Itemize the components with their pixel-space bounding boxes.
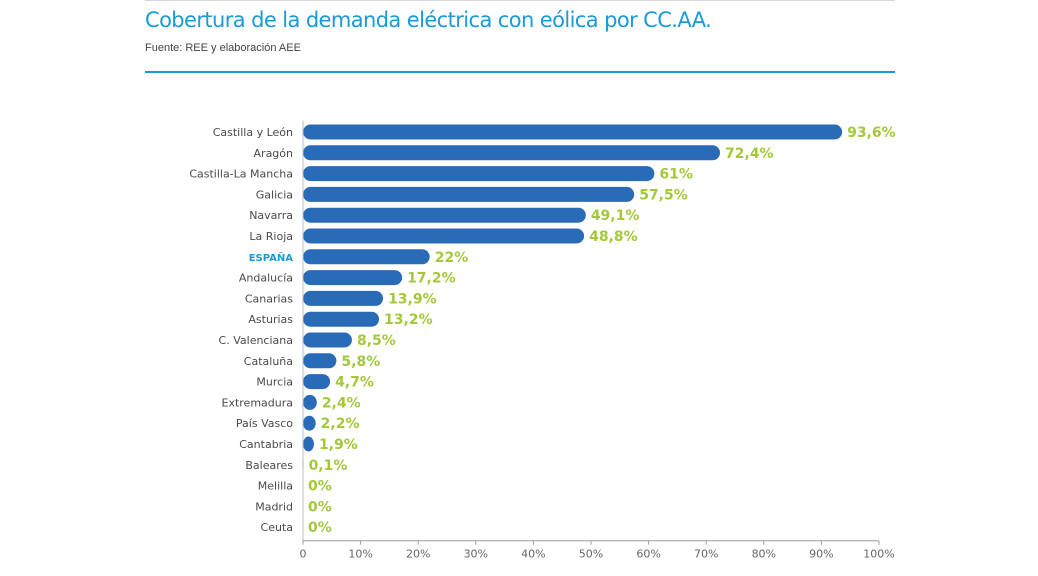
- x-tick-label: 80%: [752, 548, 776, 561]
- category-label: Madrid: [255, 500, 293, 513]
- value-label: 4,7%: [335, 375, 374, 391]
- category-label: Baleares: [245, 459, 293, 472]
- bar: [303, 415, 316, 431]
- value-label: 0%: [308, 520, 332, 536]
- x-tick-label: 100%: [863, 548, 894, 561]
- value-label: 0,1%: [309, 458, 348, 474]
- value-label: 49,1%: [591, 208, 640, 224]
- category-label: Extremadura: [222, 396, 294, 409]
- value-label: 57,5%: [639, 187, 688, 203]
- category-label: Castilla-La Mancha: [189, 168, 293, 181]
- category-label: Cataluña: [244, 355, 293, 368]
- value-label: 13,9%: [388, 291, 437, 307]
- value-label: 17,2%: [407, 271, 456, 287]
- bar: [303, 186, 635, 202]
- category-label: Castilla y León: [213, 126, 293, 139]
- value-label: 0%: [308, 499, 332, 515]
- category-label: La Rioja: [249, 230, 293, 243]
- bar: [303, 270, 403, 286]
- x-tick-label: 30%: [464, 548, 488, 561]
- bar: [303, 249, 430, 265]
- category-label: Asturias: [248, 313, 293, 326]
- bar: [303, 394, 317, 410]
- value-label: 8,5%: [357, 333, 396, 349]
- bar: [303, 145, 721, 161]
- value-label: 93,6%: [847, 125, 896, 141]
- category-label: Cantabria: [239, 438, 293, 451]
- bar: [303, 290, 384, 306]
- category-label: Aragón: [254, 147, 294, 160]
- x-tick-label: 40%: [521, 548, 545, 561]
- x-tick-label: 0: [300, 548, 307, 561]
- bar: [303, 207, 586, 223]
- chart-source: Fuente: REE y elaboración AEE: [145, 42, 301, 54]
- value-label: 13,2%: [384, 312, 433, 328]
- category-label: País Vasco: [236, 417, 293, 430]
- value-label: 22%: [435, 250, 469, 266]
- value-label: 61%: [659, 167, 693, 183]
- value-label: 72,4%: [725, 146, 774, 162]
- x-tick-label: 60%: [636, 548, 660, 561]
- x-tick-label: 10%: [348, 548, 372, 561]
- bar: [303, 166, 655, 182]
- value-label: 2,4%: [322, 395, 361, 411]
- category-label: Ceuta: [261, 521, 293, 534]
- category-label: Murcia: [256, 376, 293, 389]
- title-underline: [145, 71, 895, 73]
- x-tick-label: 90%: [809, 548, 833, 561]
- category-label: Melilla: [258, 480, 293, 493]
- bar: [303, 332, 352, 348]
- bar: [303, 436, 314, 452]
- category-label: Canarias: [245, 292, 293, 305]
- category-label: Navarra: [249, 209, 293, 222]
- category-label: ESPAÑA: [249, 251, 294, 264]
- value-label: 0%: [308, 479, 332, 495]
- x-tick-label: 50%: [579, 548, 603, 561]
- value-label: 5,8%: [341, 354, 380, 370]
- chart-title: Cobertura de la demanda eléctrica con eó…: [145, 8, 712, 32]
- top-divider: [145, 0, 895, 1]
- category-label: Andalucía: [239, 272, 293, 285]
- value-label: 2,2%: [321, 416, 360, 432]
- bar: [303, 228, 585, 244]
- x-tick-label: 70%: [694, 548, 718, 561]
- x-tick-label: 20%: [406, 548, 430, 561]
- category-label: C. Valenciana: [219, 334, 293, 347]
- category-label: Galicia: [256, 188, 293, 201]
- value-label: 48,8%: [589, 229, 638, 245]
- bar: [303, 311, 380, 327]
- bar: [303, 374, 331, 390]
- bar: [303, 124, 843, 140]
- bar: [303, 353, 337, 369]
- value-label: 1,9%: [319, 437, 358, 453]
